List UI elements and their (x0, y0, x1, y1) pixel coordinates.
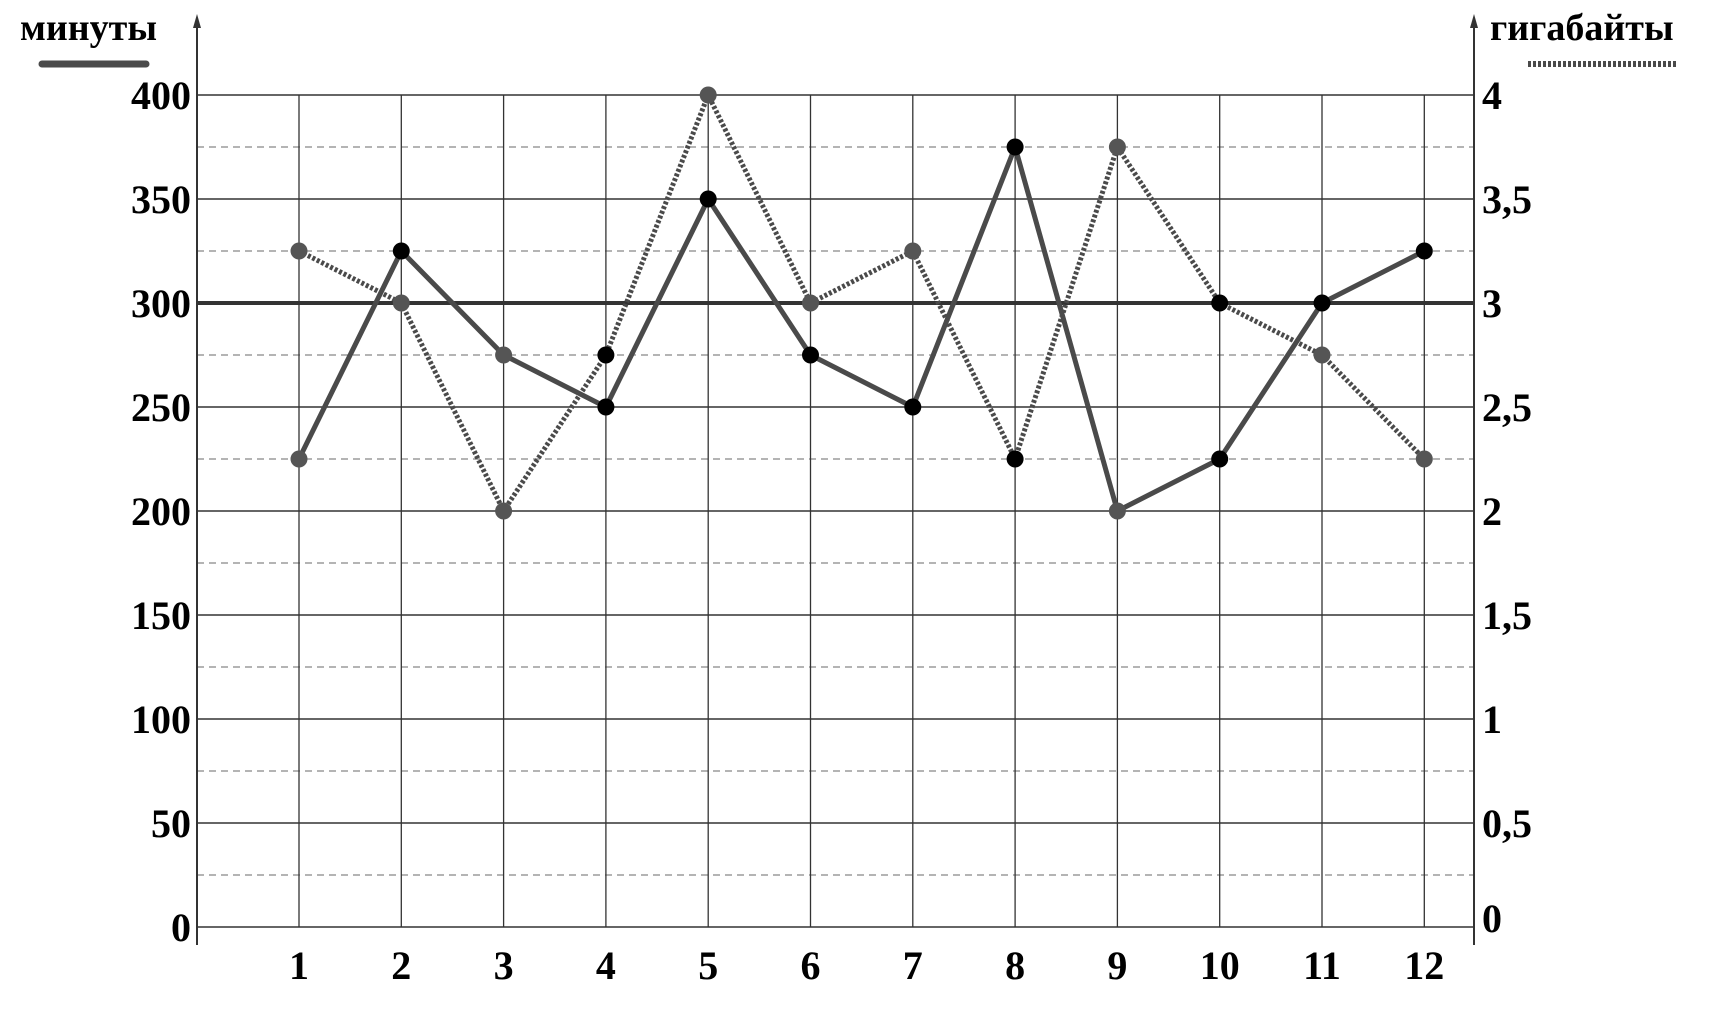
x-tick-label: 3 (494, 943, 514, 988)
data-point-series-2 (699, 86, 717, 104)
right-tick-label: 2 (1482, 489, 1502, 534)
series-lines (296, 92, 1427, 514)
data-point-series-2 (1108, 138, 1126, 156)
axes (193, 14, 1478, 945)
data-point-series-2 (1211, 294, 1229, 312)
data-point-series-2 (597, 346, 615, 364)
data-point-series-2 (802, 294, 819, 312)
data-point-series-2 (1006, 450, 1024, 468)
right-tick-label: 0 (1482, 896, 1502, 941)
left-tick-label: 0 (171, 905, 191, 950)
x-tick-label: 4 (596, 943, 616, 988)
left-tick-label: 250 (131, 385, 191, 430)
right-tick-label: 1 (1482, 697, 1502, 742)
grid (197, 94, 1474, 928)
data-point-series-1 (1313, 294, 1331, 312)
right-tick-label: 3 (1482, 281, 1502, 326)
left-axis-label: минуты (20, 7, 157, 49)
data-point-series-2 (290, 242, 308, 260)
tick-labels: 0 50 100 150 200 250 300 350 400 0 0,5 1 1,5 2 2,5 3 3,5… (131, 73, 1532, 988)
x-tick-label: 8 (1005, 943, 1025, 988)
x-tick-label: 7 (903, 943, 923, 988)
left-tick-label: 300 (131, 281, 191, 326)
data-point-series-1 (1415, 242, 1433, 260)
data-point-series-2 (1415, 450, 1433, 468)
data-point-series-2 (904, 242, 922, 260)
right-tick-label: 0,5 (1482, 801, 1532, 846)
data-point-series-1 (597, 398, 615, 416)
data-point-series-2 (1313, 346, 1331, 364)
right-axis-arrow-icon (1470, 14, 1478, 28)
data-point-series-1 (699, 190, 717, 208)
data-point-series-1 (290, 450, 308, 468)
left-tick-label: 200 (131, 489, 191, 534)
data-point-series-1 (1108, 502, 1126, 520)
x-tick-label: 2 (391, 943, 411, 988)
data-point-series-1 (1006, 138, 1024, 156)
left-tick-label: 350 (131, 177, 191, 222)
left-tick-label: 400 (131, 73, 191, 118)
left-tick-label: 150 (131, 593, 191, 638)
left-axis-arrow-icon (193, 14, 201, 28)
data-point-series-2 (392, 294, 410, 312)
series-line-1 (296, 144, 1426, 514)
x-tick-label: 9 (1107, 943, 1127, 988)
data-point-series-2 (495, 502, 513, 520)
right-axis-label: гигабайты (1490, 7, 1674, 49)
data-point-series-1 (904, 398, 922, 416)
data-point-series-1 (802, 346, 819, 364)
data-point-series-1 (392, 242, 410, 260)
x-tick-label: 12 (1404, 943, 1444, 988)
x-tick-label: 10 (1200, 943, 1240, 988)
right-tick-label: 1,5 (1482, 593, 1532, 638)
x-tick-label: 5 (698, 943, 718, 988)
data-point-series-1 (1211, 450, 1229, 468)
data-point-series-1 (495, 346, 513, 364)
left-tick-label: 50 (151, 801, 191, 846)
x-tick-label: 11 (1303, 943, 1341, 988)
right-tick-label: 4 (1482, 73, 1502, 118)
left-tick-label: 100 (131, 697, 191, 742)
right-tick-label: 2,5 (1482, 385, 1532, 430)
series-line-2 (297, 92, 1427, 514)
right-tick-label: 3,5 (1482, 177, 1532, 222)
x-tick-label: 6 (801, 943, 821, 988)
x-tick-label: 1 (289, 943, 309, 988)
series-markers (290, 86, 1433, 520)
